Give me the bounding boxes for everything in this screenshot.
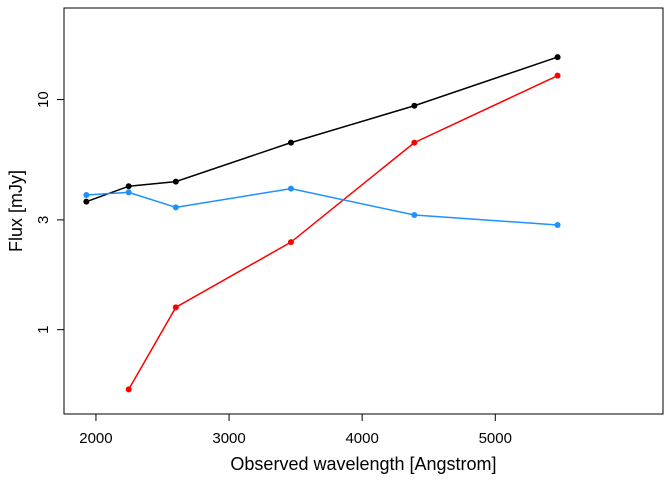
data-point	[125, 386, 132, 393]
x-axis: 2000 3000 4000 5000	[79, 413, 512, 447]
data-point	[125, 183, 132, 190]
y-axis-label: Flux [mJy]	[6, 170, 26, 252]
data-point	[287, 185, 294, 192]
plot-frame	[63, 7, 664, 415]
y-tick-label: 3	[35, 216, 52, 224]
y-tick-label: 1	[35, 325, 52, 333]
data-point	[411, 102, 418, 109]
data-point	[411, 212, 418, 219]
x-tick-label: 2000	[79, 430, 112, 447]
series-line	[86, 56, 558, 203]
data-point	[172, 178, 179, 185]
x-tick-label: 4000	[345, 430, 378, 447]
data-point	[83, 198, 90, 205]
series-line	[86, 187, 558, 226]
data-point	[554, 72, 561, 79]
x-axis-label: Observed wavelength [Angstrom]	[230, 454, 496, 474]
series-layer	[83, 54, 561, 393]
y-axis: 1 3 10	[35, 91, 65, 334]
series-2	[125, 72, 561, 393]
x-tick-label: 3000	[212, 430, 245, 447]
data-point	[287, 239, 294, 246]
series-1	[83, 54, 561, 205]
y-tick-label: 10	[35, 91, 52, 108]
data-point	[287, 139, 294, 146]
data-point	[83, 191, 90, 198]
series-line	[128, 75, 558, 390]
data-point	[554, 54, 561, 61]
data-point	[125, 189, 132, 196]
series-3	[83, 185, 561, 229]
x-tick-label: 5000	[479, 430, 512, 447]
data-point	[411, 139, 418, 146]
data-point	[172, 304, 179, 311]
data-point	[172, 204, 179, 211]
data-point	[554, 222, 561, 229]
